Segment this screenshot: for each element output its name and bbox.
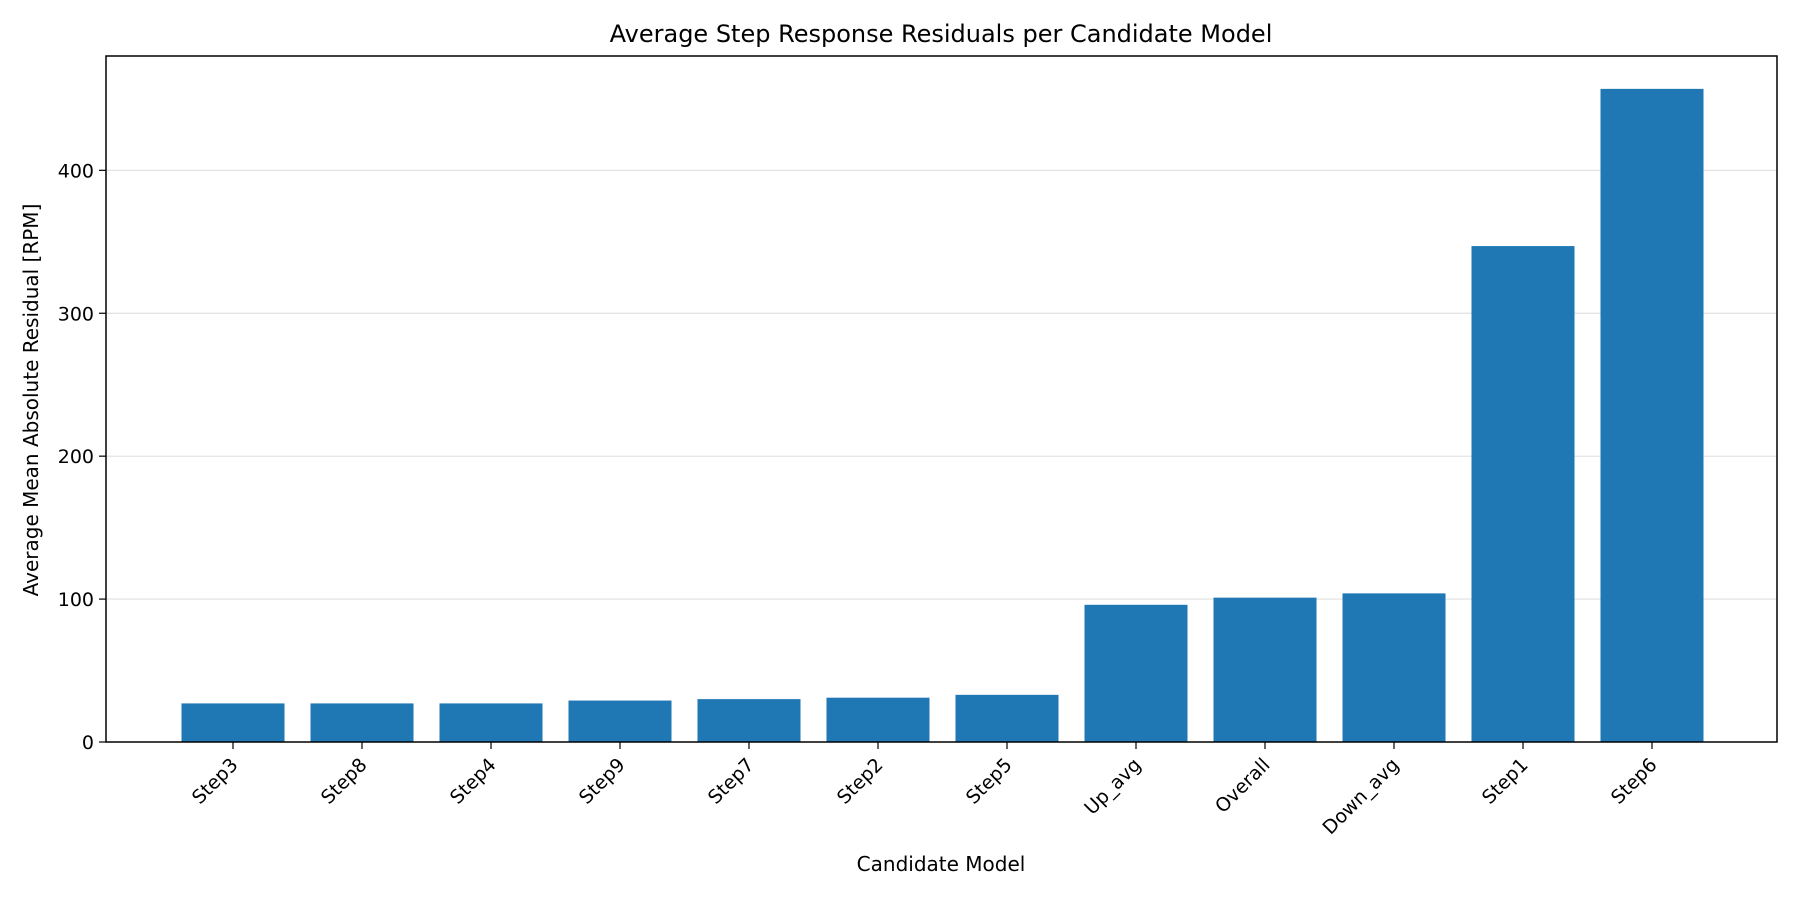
bar-step3 bbox=[181, 703, 285, 742]
bar-step9 bbox=[568, 700, 672, 742]
y-axis-title: Average Mean Absolute Residual [RPM] bbox=[19, 204, 43, 597]
bar-step5 bbox=[955, 694, 1059, 742]
bar-overall bbox=[1213, 597, 1317, 742]
x-tick-label: Step3 bbox=[188, 754, 243, 809]
x-tick-label: Step9 bbox=[575, 754, 630, 809]
y-tick-label: 0 bbox=[82, 732, 94, 754]
x-axis: Step3 Step8 Step4 Step9 Step7 Step2 Step5 Up_av… bbox=[188, 742, 1662, 839]
bar-step7 bbox=[697, 699, 801, 742]
bar-up-avg bbox=[1084, 604, 1188, 742]
x-tick-label: Step1 bbox=[1478, 754, 1533, 809]
bar-step2 bbox=[826, 697, 930, 742]
x-tick-label: Step5 bbox=[962, 754, 1017, 809]
y-tick-label: 400 bbox=[58, 160, 94, 182]
bar-step8 bbox=[310, 703, 414, 742]
bar-step4 bbox=[439, 703, 543, 742]
x-tick-label: Step2 bbox=[833, 754, 888, 809]
x-tick-label: Step4 bbox=[446, 754, 501, 809]
x-tick-label: Step7 bbox=[704, 754, 759, 809]
y-tick-label: 100 bbox=[58, 589, 94, 611]
x-axis-title: Candidate Model bbox=[857, 852, 1026, 876]
plot-area-frame bbox=[105, 55, 1778, 743]
y-tick-label: 200 bbox=[58, 446, 94, 468]
bar-step6 bbox=[1600, 88, 1704, 742]
y-axis: 0 100 200 300 400 bbox=[58, 160, 106, 754]
y-tick-label: 300 bbox=[58, 303, 94, 325]
x-tick-label: Down_avg bbox=[1318, 754, 1403, 839]
x-tick-label: Step8 bbox=[317, 754, 372, 809]
x-tick-label: Up_avg bbox=[1080, 754, 1145, 819]
x-tick-label: Step6 bbox=[1607, 754, 1662, 809]
chart-title: Average Step Response Residuals per Cand… bbox=[610, 20, 1273, 48]
bar-down-avg bbox=[1342, 593, 1446, 742]
bars bbox=[181, 88, 1704, 742]
bar-step1 bbox=[1471, 246, 1575, 742]
x-tick-label: Overall bbox=[1211, 754, 1275, 818]
